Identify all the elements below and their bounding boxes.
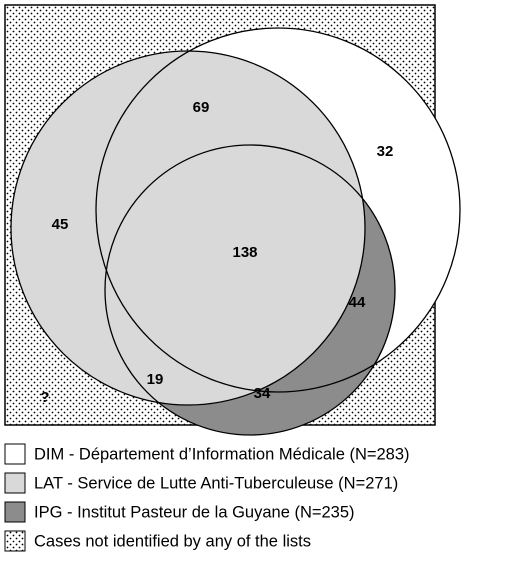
- region-count: 138: [232, 244, 257, 261]
- legend: DIM - Département d’Information Médicale…: [4, 443, 410, 552]
- legend-label: LAT - Service de Lutte Anti-Tuberculeuse…: [34, 474, 398, 492]
- region-count: 32: [377, 143, 394, 160]
- region-count: 44: [349, 294, 366, 311]
- region-count: ?: [40, 389, 49, 406]
- legend-swatch: [4, 530, 26, 552]
- lat-circle: [11, 51, 365, 405]
- region-count: 19: [147, 371, 164, 388]
- lat-outline: [10, 50, 366, 406]
- region-count: 34: [254, 385, 271, 402]
- region-count: 69: [193, 99, 210, 116]
- legend-swatch: [4, 443, 26, 465]
- ipg-outline: [104, 144, 396, 436]
- region-labels: 69 32 45 138 44 19 34?: [40, 99, 393, 406]
- legend-swatch: [4, 501, 26, 523]
- legend-label: DIM - Département d’Information Médicale…: [34, 445, 410, 463]
- region-count: 45: [52, 216, 69, 233]
- legend-swatch: [4, 472, 26, 494]
- legend-label: Cases not identified by any of the lists: [34, 532, 311, 550]
- legend-label: IPG - Institut Pasteur de la Guyane (N=2…: [34, 503, 355, 521]
- dim-outline: [95, 27, 461, 393]
